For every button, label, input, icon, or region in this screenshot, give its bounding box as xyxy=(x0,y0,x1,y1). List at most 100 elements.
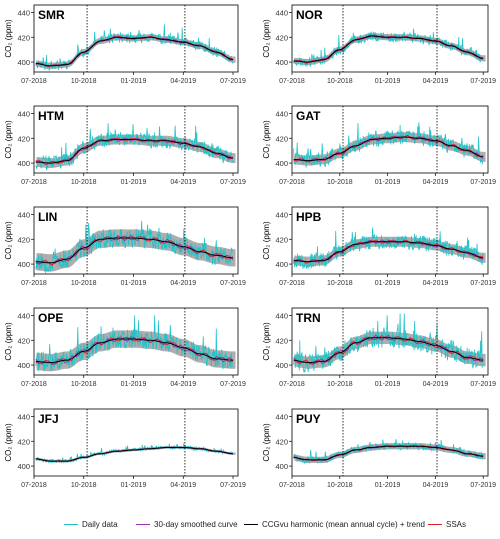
station-label: OPE xyxy=(38,311,63,325)
panel-frame xyxy=(33,4,239,73)
harmonic-trend-line xyxy=(293,35,484,63)
legend-swatch-smoothed xyxy=(136,523,150,525)
x-tick-label: 04-2019 xyxy=(170,482,196,489)
x-tick-label: 07-2018 xyxy=(21,381,47,388)
panel-frame xyxy=(291,307,489,376)
plot-content xyxy=(35,442,236,465)
x-tick-label: 07-2018 xyxy=(279,179,305,186)
y-tick-label: 420 xyxy=(17,235,30,244)
y-axis-title: CO₂ (ppm) xyxy=(4,221,13,260)
x-tick-label: 01-2019 xyxy=(375,482,401,489)
x-tick-label: 04-2019 xyxy=(423,179,449,186)
x-tick-label: 10-2018 xyxy=(71,482,97,489)
uncertainty-band xyxy=(36,330,236,372)
panel-ope: OPE 400 420 440 07-2018 10-2018 01-2019 04-2019… xyxy=(4,307,246,388)
x-tick-label: 07-2018 xyxy=(279,280,305,287)
y-axis-title: CO₂ (ppm) xyxy=(262,322,271,361)
x-tick-label: 01-2019 xyxy=(375,280,401,287)
y-tick-label: 440 xyxy=(17,412,30,421)
x-tick-label: 10-2018 xyxy=(71,381,97,388)
panel-nor: NOR 400 420 440 07-2018 10-2018 01-2019 04-2019… xyxy=(262,4,496,85)
y-tick-label: 440 xyxy=(275,311,288,320)
legend-label-smoothed: 30-day smoothed curve xyxy=(154,519,238,529)
y-tick-label: 400 xyxy=(275,159,288,168)
panel-htm: HTM 400 420 440 07-2018 10-2018 01-2019 04-2019… xyxy=(4,105,246,186)
y-tick-label: 440 xyxy=(17,109,30,118)
ssa-line xyxy=(35,336,234,365)
station-label: NOR xyxy=(296,8,323,22)
x-tick-label: 07-2018 xyxy=(279,381,305,388)
x-tick-label: 07-2019 xyxy=(220,179,246,186)
x-tick-label: 10-2018 xyxy=(71,78,97,85)
x-tick-label: 04-2019 xyxy=(170,280,196,287)
plot-area xyxy=(34,409,238,476)
harmonic-trend-line xyxy=(35,338,233,364)
harmonic-trend-line xyxy=(293,136,484,162)
y-axis-title: CO₂ (ppm) xyxy=(262,19,271,58)
y-axis-title: CO₂ (ppm) xyxy=(4,322,13,361)
legend-label-harmonic: CCGvu harmonic (mean annual cycle) + tre… xyxy=(262,519,425,529)
x-tick-label: 01-2019 xyxy=(121,381,147,388)
x-tick-label: 07-2019 xyxy=(470,482,496,489)
station-label: SMR xyxy=(38,8,65,22)
panel-frame xyxy=(291,408,489,477)
y-axis-title: CO₂ (ppm) xyxy=(262,423,271,462)
x-tick-label: 10-2018 xyxy=(327,78,353,85)
panel-frame xyxy=(33,408,239,477)
panel-frame xyxy=(33,307,239,376)
panel-frame xyxy=(291,206,489,275)
x-tick-label: 07-2019 xyxy=(220,78,246,85)
plot-content xyxy=(293,122,486,168)
x-tick-label: 07-2018 xyxy=(21,280,47,287)
daily-data-line xyxy=(293,313,484,374)
plot-content xyxy=(35,123,236,171)
x-tick-label: 07-2018 xyxy=(21,482,47,489)
x-tick-label: 04-2019 xyxy=(170,179,196,186)
y-tick-label: 400 xyxy=(17,462,30,471)
x-tick-label: 01-2019 xyxy=(375,179,401,186)
x-tick-label: 07-2018 xyxy=(21,179,47,186)
x-tick-label: 10-2018 xyxy=(71,280,97,287)
station-label: GAT xyxy=(296,109,321,123)
y-tick-label: 440 xyxy=(275,210,288,219)
harmonic-trend-line xyxy=(35,447,234,462)
y-tick-label: 420 xyxy=(17,134,30,143)
y-tick-label: 400 xyxy=(275,462,288,471)
x-tick-label: 10-2018 xyxy=(327,381,353,388)
harmonic-trend-line xyxy=(293,241,484,263)
y-axis-title: CO₂ (ppm) xyxy=(4,120,13,159)
y-tick-label: 420 xyxy=(17,33,30,42)
x-tick-label: 04-2019 xyxy=(423,280,449,287)
y-tick-label: 420 xyxy=(275,134,288,143)
panel-frame xyxy=(33,105,239,174)
panel-trn: TRN 400 420 440 07-2018 10-2018 01-2019 04-2019… xyxy=(262,307,496,388)
station-label: LIN xyxy=(38,210,57,224)
x-tick-label: 10-2018 xyxy=(327,179,353,186)
legend-label-daily: Daily data xyxy=(82,519,118,529)
y-tick-label: 420 xyxy=(275,336,288,345)
x-tick-label: 04-2019 xyxy=(170,78,196,85)
x-tick-label: 04-2019 xyxy=(170,381,196,388)
plot-content xyxy=(293,227,486,270)
station-label: PUY xyxy=(296,412,321,426)
plot-content xyxy=(35,220,236,274)
legend: Daily data 30-day smoothed curve CCGvu h… xyxy=(0,514,500,534)
panel-gat: GAT 400 420 440 07-2018 10-2018 01-2019 04-2019… xyxy=(262,105,496,186)
y-tick-label: 440 xyxy=(17,311,30,320)
x-tick-label: 04-2019 xyxy=(423,78,449,85)
x-tick-label: 07-2018 xyxy=(279,78,305,85)
y-axis-title: CO₂ (ppm) xyxy=(262,221,271,260)
legend-swatch-daily xyxy=(64,523,78,525)
x-tick-label: 07-2019 xyxy=(470,381,496,388)
y-axis-title: CO₂ (ppm) xyxy=(4,19,13,58)
y-tick-label: 440 xyxy=(17,210,30,219)
station-label: TRN xyxy=(296,311,321,325)
legend-item-ssa: SSAs xyxy=(428,514,466,534)
harmonic-trend-line xyxy=(293,445,484,461)
plot-content xyxy=(35,24,236,72)
x-tick-label: 01-2019 xyxy=(375,78,401,85)
x-tick-label: 07-2019 xyxy=(470,179,496,186)
x-tick-label: 01-2019 xyxy=(121,78,147,85)
y-tick-label: 440 xyxy=(17,8,30,17)
